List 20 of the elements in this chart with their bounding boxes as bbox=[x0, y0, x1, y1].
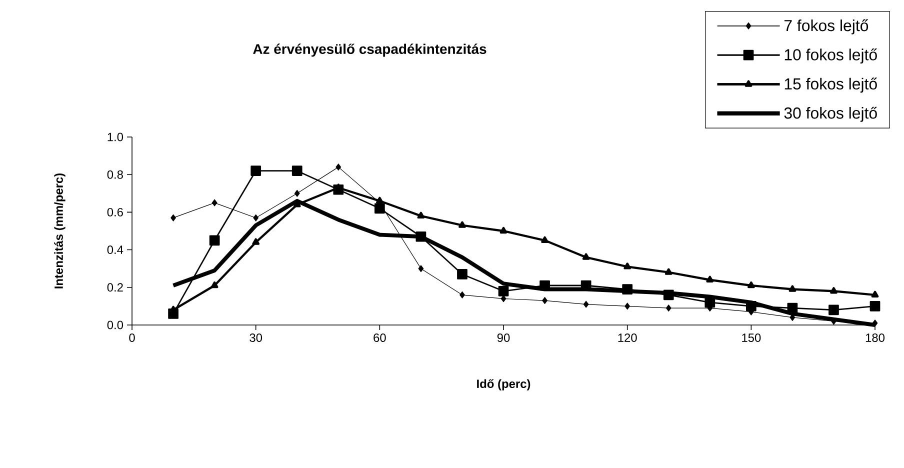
legend-label: 7 fokos lejtő bbox=[784, 19, 868, 34]
x-tick-label: 180 bbox=[866, 334, 885, 342]
y-tick-label: 0.4 bbox=[107, 246, 124, 254]
y-tick-label: 0.6 bbox=[107, 208, 123, 216]
y-axis-title: Intenzitás (mm/perc) bbox=[54, 173, 66, 288]
x-tick-label: 120 bbox=[618, 334, 637, 342]
y-tick-label: 1.0 bbox=[108, 132, 124, 142]
x-tick-label: 60 bbox=[374, 334, 386, 342]
x-tick-label: 150 bbox=[742, 334, 761, 342]
x-tick-label: 30 bbox=[250, 334, 262, 342]
y-tick-label: 0.2 bbox=[107, 283, 123, 292]
y-tick-label: 0.0 bbox=[107, 320, 124, 330]
x-axis-title: Idő (perc) bbox=[477, 379, 530, 390]
legend-label: 15 fokos lejtő bbox=[784, 78, 877, 93]
legend-label: 10 fokos lejtő bbox=[784, 48, 877, 64]
legend-label: 30 fokos lejtő bbox=[784, 106, 877, 122]
y-tick-label: 0.8 bbox=[107, 170, 123, 179]
x-tick-label: 90 bbox=[497, 334, 510, 342]
chart-title: Az érvényesülő csapadékintenzitás bbox=[253, 44, 486, 57]
x-tick-label: 0 bbox=[129, 334, 135, 342]
